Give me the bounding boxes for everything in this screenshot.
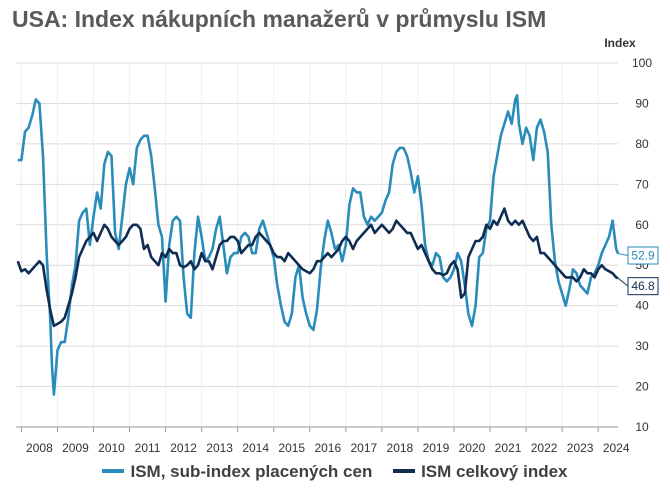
- series-line-ism: [16, 207, 619, 328]
- callout-leader-1: [617, 277, 629, 287]
- y-tick-label: 30: [635, 339, 649, 353]
- x-tick-label: 2010: [98, 441, 125, 455]
- x-tick-label: 2024: [603, 441, 630, 455]
- legend-label-ism: ISM celkový index: [421, 462, 568, 481]
- y-axis-label: Index: [604, 36, 636, 50]
- x-tick-label: 2016: [314, 441, 341, 455]
- callout-box-0: [627, 246, 659, 265]
- x-tick-label: 2019: [423, 441, 450, 455]
- x-tick-label: 2012: [170, 441, 197, 455]
- x-tick-label: 2021: [495, 441, 522, 455]
- y-tick-label: 70: [635, 177, 649, 191]
- series-line-prices: [17, 94, 620, 396]
- legend-label-prices: ISM, sub-index placených cen: [130, 462, 373, 481]
- x-tick-label: 2013: [206, 441, 233, 455]
- x-tick-label: 2020: [459, 441, 486, 455]
- y-tick-label: 60: [635, 218, 649, 232]
- y-tick-label: 80: [635, 137, 649, 151]
- y-tick-label: 40: [635, 299, 649, 313]
- x-tick-label: 2023: [567, 441, 594, 455]
- legend-item-ism[interactable]: ISM celkový index: [393, 462, 568, 482]
- x-tick-label: 2009: [62, 441, 89, 455]
- legend-swatch-ism: [393, 468, 416, 473]
- x-tick-label: 2018: [387, 441, 414, 455]
- legend-swatch-prices: [102, 468, 125, 473]
- x-tick-label: 2008: [26, 441, 53, 455]
- last-value-label-ism: 46.8: [631, 279, 655, 293]
- x-tick-label: 2015: [278, 441, 305, 455]
- y-tick-label: 90: [635, 96, 649, 110]
- legend-item-prices[interactable]: ISM, sub-index placených cen: [102, 462, 372, 482]
- chart-title: USA: Index nákupních manažerů v průmyslu…: [12, 6, 547, 32]
- x-tick-label: 2017: [350, 441, 377, 455]
- last-value-label-prices: 52.9: [631, 248, 655, 262]
- callout-box-1: [627, 277, 659, 296]
- y-tick-label: 20: [635, 380, 649, 394]
- y-tick-label: 100: [632, 56, 652, 70]
- callout-leader-0: [617, 253, 629, 256]
- x-tick-label: 2011: [135, 441, 161, 455]
- y-tick-label: 10: [635, 420, 649, 434]
- x-tick-label: 2022: [531, 441, 558, 455]
- x-tick-label: 2014: [242, 441, 269, 455]
- chart-legend: ISM, sub-index placených cen ISM celkový…: [0, 462, 670, 482]
